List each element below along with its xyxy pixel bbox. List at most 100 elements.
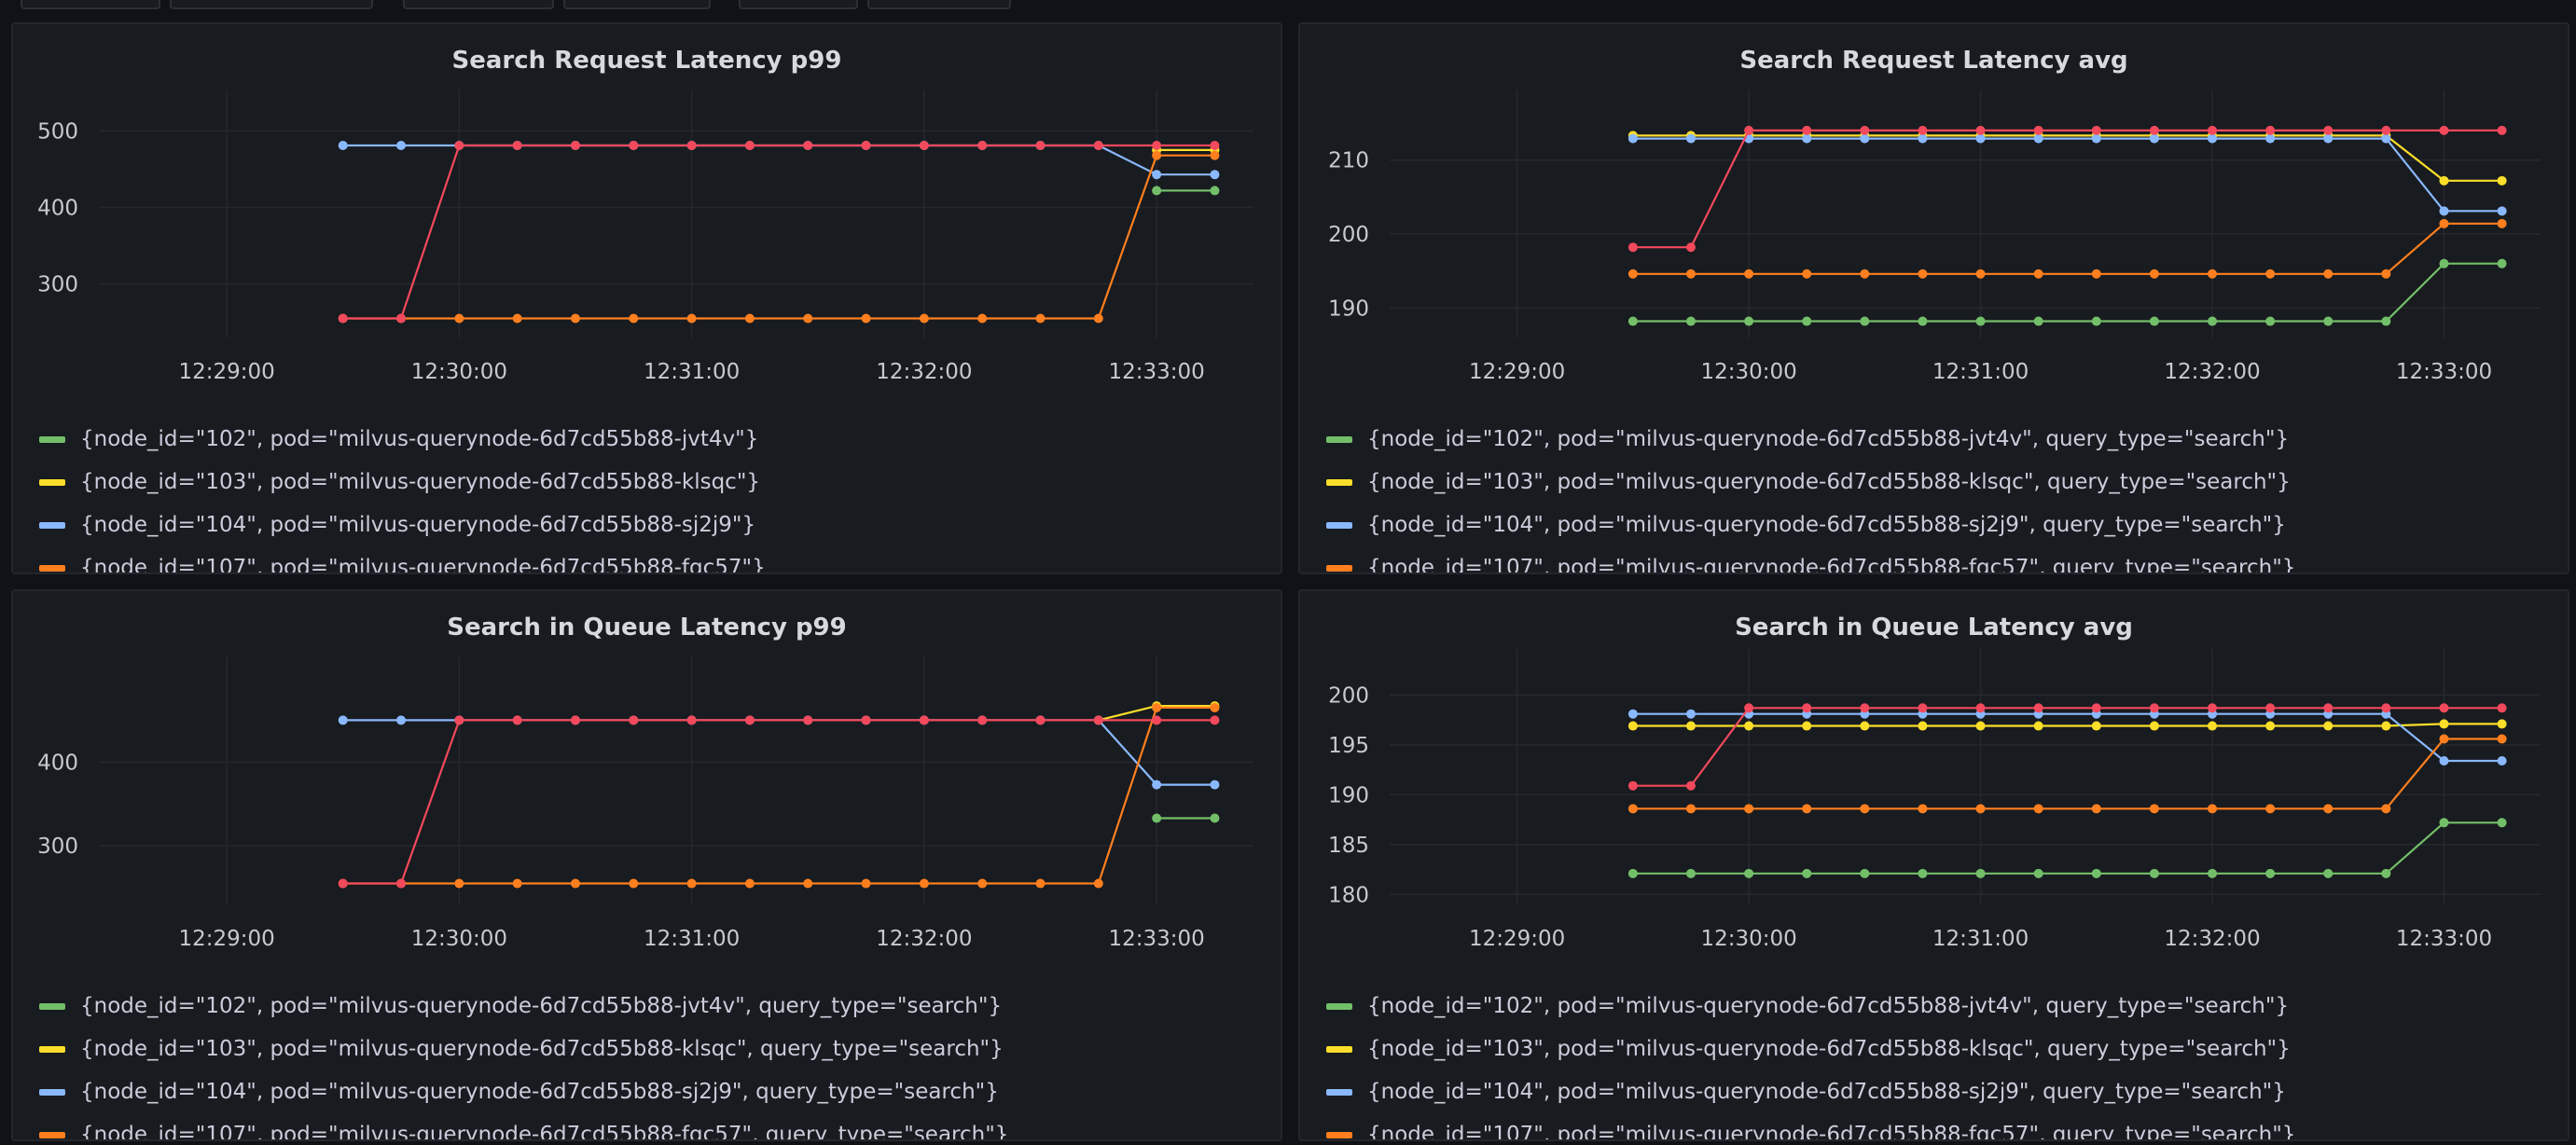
series-line-104 [342, 144, 1215, 176]
data-point-102 [2149, 868, 2159, 878]
data-point-103 [2091, 721, 2101, 731]
series-line-extra [1632, 707, 2502, 787]
x-tick-label: 12:31:00 [644, 360, 740, 384]
x-tick-label: 12:32:00 [2164, 360, 2260, 384]
data-point-107 [2149, 804, 2159, 814]
data-point-107 [1152, 150, 1162, 160]
legend-item[interactable]: {node_id="102", pod="milvus-querynode-6d… [39, 425, 758, 453]
toolbar-control[interactable] [563, 0, 711, 9]
y-tick-label: 300 [37, 835, 78, 859]
data-point-107 [919, 878, 929, 889]
legend-item[interactable]: {node_id="103", pod="milvus-querynode-6d… [1326, 468, 2291, 496]
toolbar-control[interactable] [867, 0, 1011, 9]
series-line-107 [1632, 222, 2502, 275]
data-point-107 [1685, 269, 1696, 279]
y-tick-label: 195 [1328, 734, 1369, 758]
x-tick-label: 12:30:00 [411, 927, 507, 951]
data-point-107 [2265, 269, 2276, 279]
data-point-107 [2323, 269, 2334, 279]
data-point-107 [512, 878, 522, 889]
data-point-extra [2208, 125, 2218, 135]
toolbar-control[interactable] [403, 0, 554, 9]
legend-item[interactable]: {node_id="103", pod="milvus-querynode-6d… [39, 468, 760, 496]
legend-swatch [1326, 521, 1352, 529]
legend-item[interactable]: {node_id="104", pod="milvus-querynode-6d… [39, 511, 755, 539]
data-point-extra [1802, 703, 1812, 713]
data-point-107 [629, 878, 639, 889]
toolbar-control[interactable] [21, 0, 160, 9]
legend-item[interactable]: {node_id="102", pod="milvus-querynode-6d… [39, 992, 1002, 1020]
panel-search-request-latency-p99[interactable]: Search Request Latency p99 12:29:00 12:30… [11, 22, 1282, 574]
toolbar-control[interactable] [739, 0, 858, 9]
data-point-107 [686, 878, 697, 889]
legend-item[interactable]: {node_id="107", pod="milvus-querynode-6d… [39, 554, 766, 572]
legend-item[interactable]: {node_id="103", pod="milvus-querynode-6d… [1326, 1035, 2291, 1063]
data-point-103 [2265, 721, 2276, 731]
data-point-102 [1802, 868, 1812, 878]
series-line-102 [1632, 821, 2502, 875]
data-point-extra [744, 141, 755, 151]
data-point-102 [2265, 316, 2276, 326]
toolbar-control[interactable] [170, 0, 373, 9]
series-line-extra [342, 719, 1215, 885]
data-point-102 [1744, 316, 1754, 326]
legend-item[interactable]: {node_id="102", pod="milvus-querynode-6d… [1326, 425, 2289, 453]
data-point-103 [2149, 721, 2159, 731]
data-point-107 [2381, 269, 2391, 279]
y-tick-label: 200 [1328, 223, 1369, 247]
y-tick-label: 500 [37, 119, 78, 144]
data-point-107 [1744, 804, 1754, 814]
data-point-102 [1860, 868, 1870, 878]
legend-label: {node_id="102", pod="milvus-querynode-6d… [80, 994, 1003, 1018]
panel-search-request-latency-avg[interactable]: Search Request Latency avg 12:29:00 12:30… [1298, 22, 2569, 574]
dashboard-toolbar [0, 0, 2576, 9]
data-point-extra [570, 141, 580, 151]
legend-item[interactable]: {node_id="104", pod="milvus-querynode-6d… [39, 1078, 999, 1106]
legend-swatch [39, 521, 65, 529]
legend-item[interactable]: {node_id="104", pod="milvus-querynode-6d… [1326, 511, 2286, 539]
data-point-107 [1975, 804, 1986, 814]
x-tick-label: 12:31:00 [1932, 360, 2029, 384]
data-point-107 [2497, 734, 2507, 744]
data-point-102 [2091, 868, 2101, 878]
legend-label: {node_id="102", pod="milvus-querynode-6d… [1367, 994, 2290, 1018]
legend-item[interactable]: {node_id="107", pod="milvus-querynode-6d… [1326, 1121, 2295, 1139]
legend-item[interactable]: {node_id="104", pod="milvus-querynode-6d… [1326, 1078, 2286, 1106]
data-point-107 [919, 313, 929, 324]
legend-label: {node_id="107", pod="milvus-querynode-6d… [1367, 556, 2296, 572]
legend-swatch [1326, 1002, 1352, 1010]
data-point-extra [629, 715, 639, 725]
panel-title: Search in Queue Latency avg [1735, 614, 2133, 641]
data-point-104 [2439, 206, 2449, 216]
data-point-102 [1210, 186, 1220, 196]
data-point-103 [1744, 721, 1754, 731]
data-point-107 [2091, 269, 2101, 279]
data-point-extra [2091, 125, 2101, 135]
legend-item[interactable]: {node_id="103", pod="milvus-querynode-6d… [39, 1035, 1004, 1063]
panel-search-in-queue-latency-avg[interactable]: Search in Queue Latency avg 12:29:00 12:3… [1298, 589, 2569, 1141]
data-point-102 [1975, 316, 1986, 326]
data-point-104 [2091, 133, 2101, 144]
data-point-107 [2381, 804, 2391, 814]
data-point-extra [396, 878, 407, 889]
data-point-extra [338, 313, 348, 324]
y-tick-label: 400 [37, 196, 78, 220]
data-point-extra [861, 715, 871, 725]
data-point-107 [1035, 878, 1046, 889]
data-point-extra [338, 878, 348, 889]
data-point-107 [1210, 702, 1220, 712]
data-point-extra [454, 715, 464, 725]
series-line-107 [1632, 738, 2502, 810]
data-point-104 [1152, 779, 1162, 790]
line-chart: 12:29:00 12:30:00 12:31:00 12:32:00 12:33:00… [1328, 649, 2541, 951]
legend-item[interactable]: {node_id="107", pod="milvus-querynode-6d… [1326, 554, 2295, 572]
data-point-extra [1035, 715, 1046, 725]
legend-item[interactable]: {node_id="102", pod="milvus-querynode-6d… [1326, 992, 2289, 1020]
data-point-107 [977, 313, 988, 324]
legend-swatch [1326, 478, 1352, 486]
data-point-107 [1627, 269, 1638, 279]
series-line-extra [1632, 129, 2502, 249]
legend-swatch [1326, 1045, 1352, 1053]
panel-search-in-queue-latency-p99[interactable]: Search in Queue Latency p99 12:29:00 12:3… [11, 589, 1282, 1141]
legend-item[interactable]: {node_id="107", pod="milvus-querynode-6d… [39, 1121, 1008, 1139]
